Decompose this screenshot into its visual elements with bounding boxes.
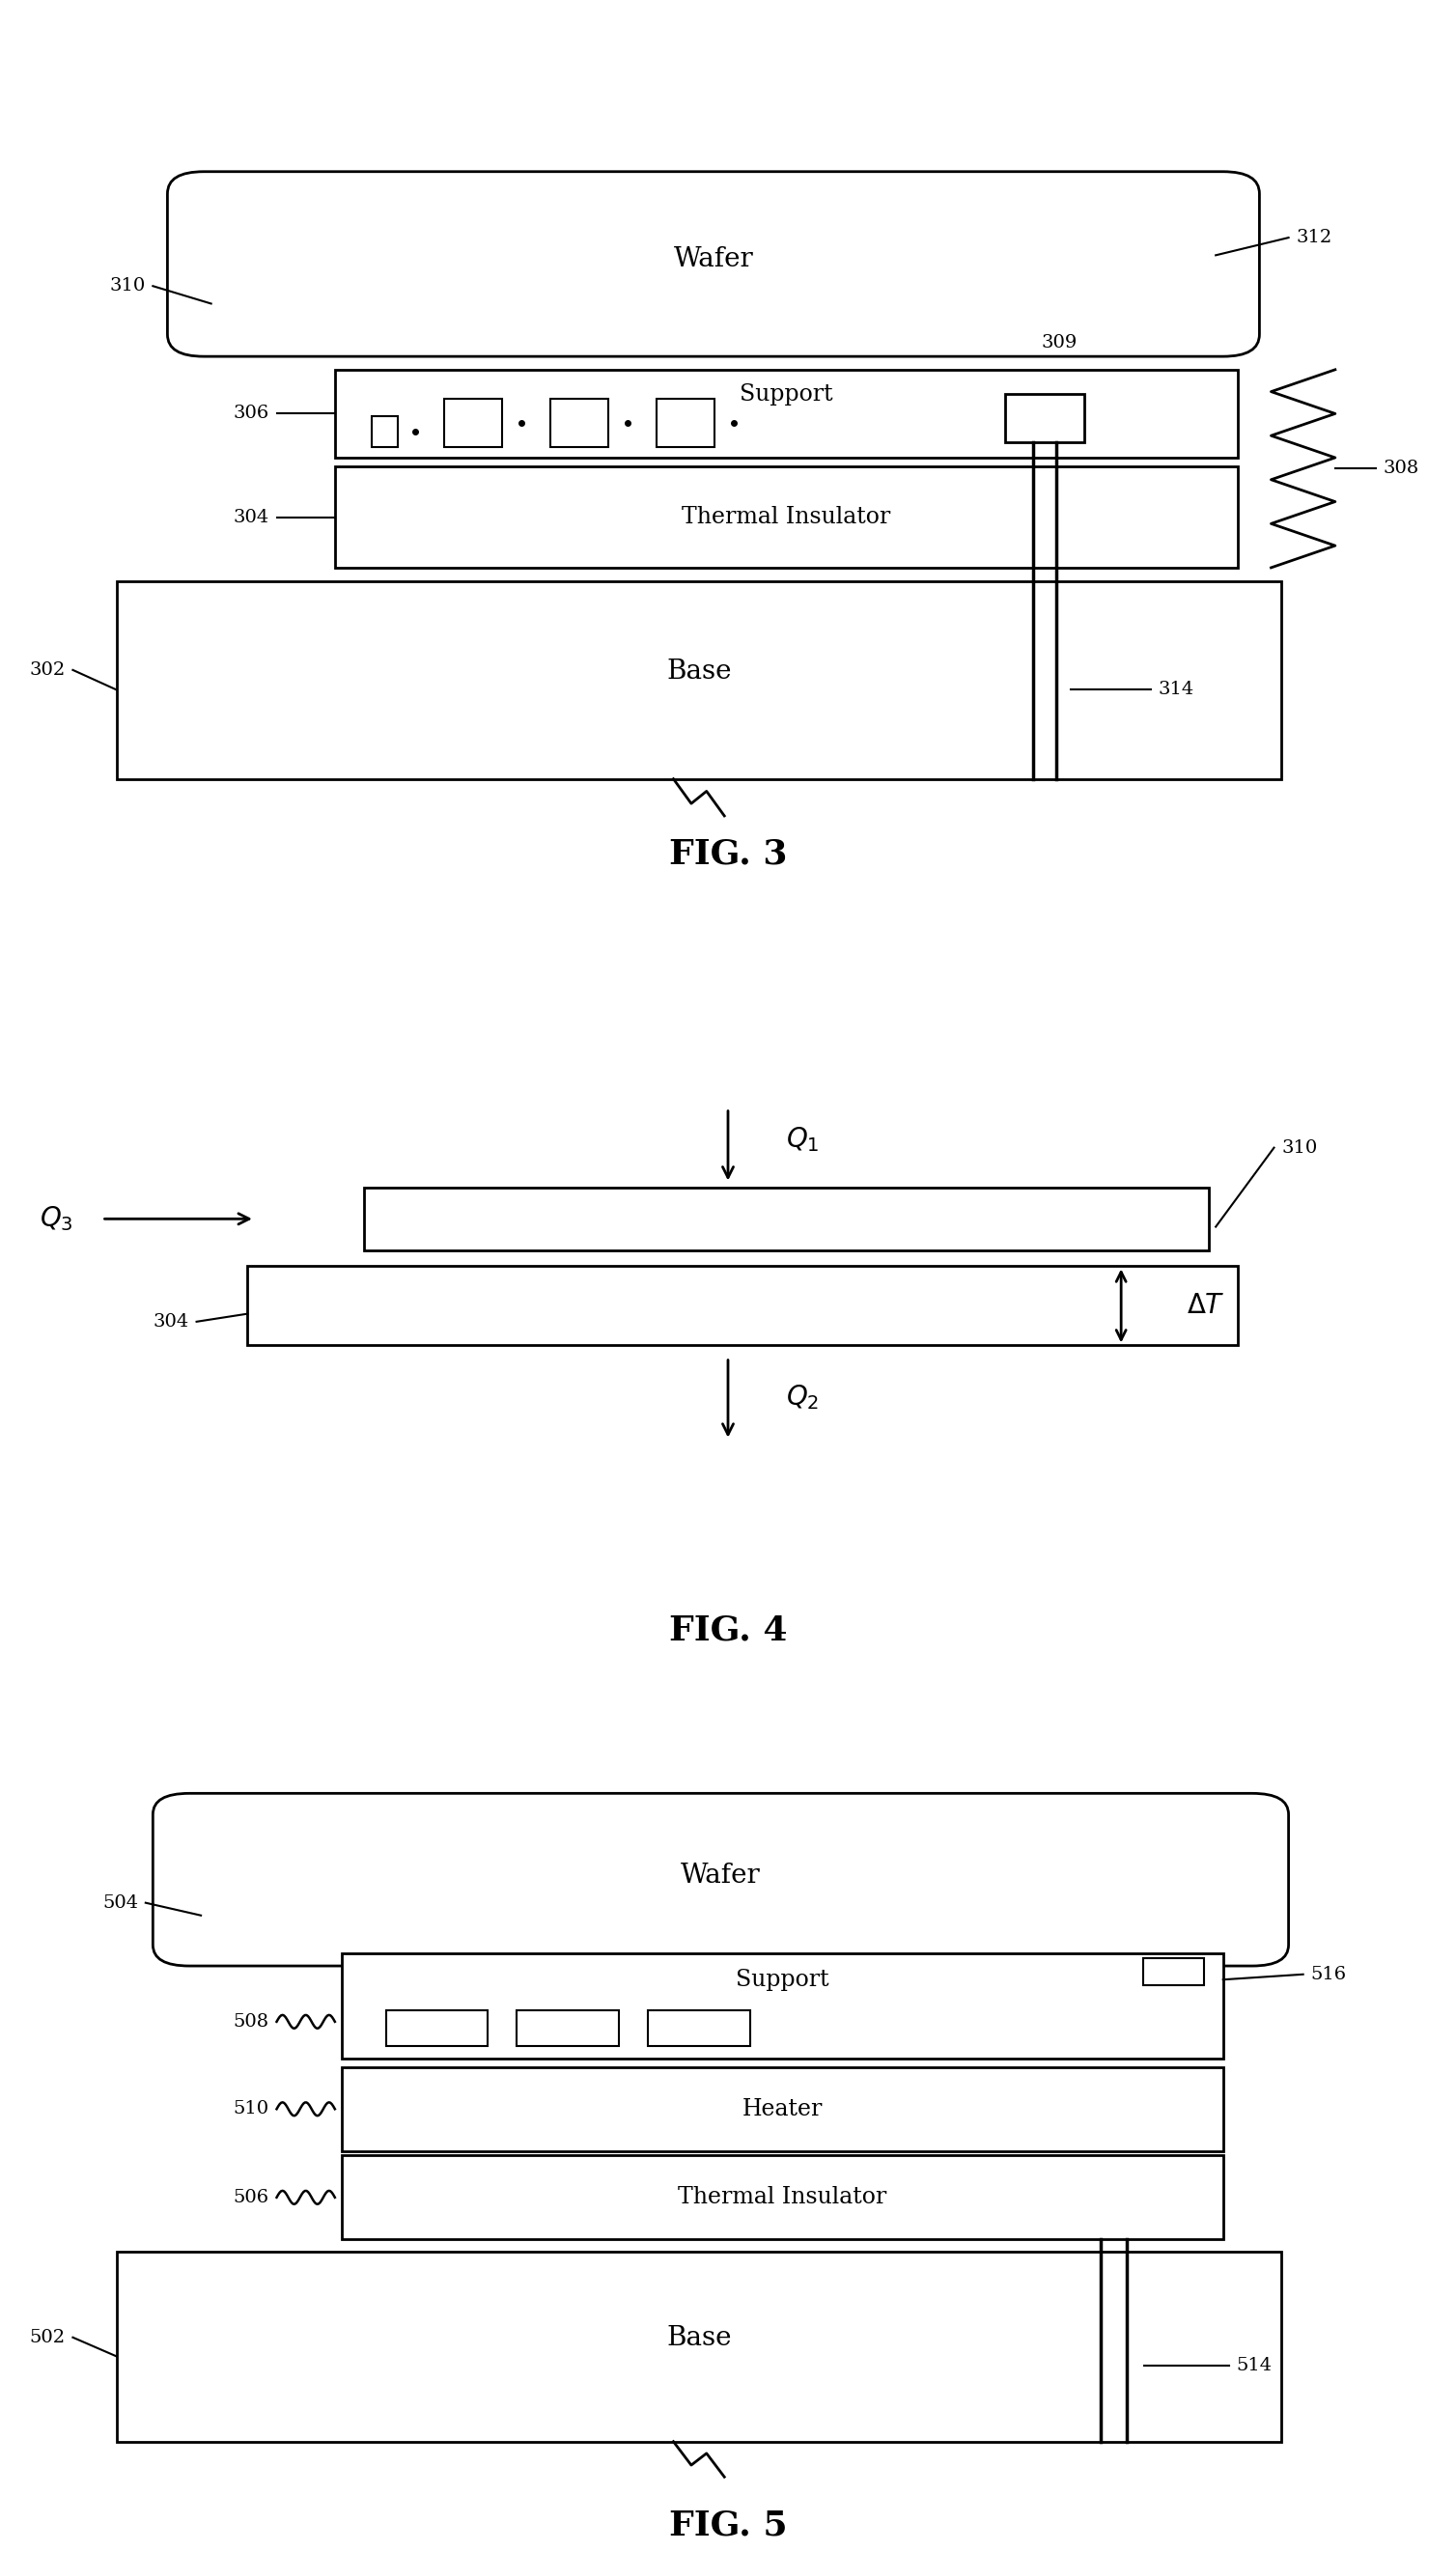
Text: 516: 516 (1310, 1967, 1347, 1982)
Text: 306: 306 (233, 406, 269, 423)
Bar (342, 2156, 1223, 2240)
FancyBboxPatch shape (153, 1793, 1289, 1967)
Bar (335, 370, 1238, 457)
Bar (657, 398, 715, 446)
Bar (364, 1186, 1208, 1250)
Bar (116, 2253, 1281, 2441)
Text: $Q_2$: $Q_2$ (786, 1383, 820, 1411)
Text: Heater: Heater (743, 2097, 823, 2120)
Text: 504: 504 (102, 1893, 138, 1911)
Text: Base: Base (667, 2327, 731, 2352)
Text: Base: Base (667, 658, 731, 684)
Bar (342, 1954, 1223, 2059)
Text: Support: Support (735, 1969, 830, 1990)
Text: 514: 514 (1236, 2357, 1273, 2375)
Text: 304: 304 (153, 1314, 189, 1332)
Text: 510: 510 (233, 2099, 269, 2117)
Text: FIG. 3: FIG. 3 (668, 837, 788, 870)
Bar (550, 398, 609, 446)
Text: Thermal Insulator: Thermal Insulator (681, 505, 891, 528)
Bar (1143, 1959, 1204, 1985)
Text: 314: 314 (1159, 681, 1194, 699)
Text: Wafer: Wafer (674, 247, 753, 273)
Text: 304: 304 (233, 508, 269, 526)
Text: 508: 508 (233, 2013, 269, 2031)
Text: FIG. 5: FIG. 5 (668, 2510, 788, 2543)
Text: 309: 309 (1041, 334, 1077, 352)
Bar (386, 2010, 488, 2046)
Text: $Q_3$: $Q_3$ (39, 1204, 73, 1232)
Text: Thermal Insulator: Thermal Insulator (678, 2186, 887, 2209)
Text: Wafer: Wafer (681, 1862, 760, 1888)
Text: 502: 502 (29, 2329, 66, 2347)
Bar (335, 467, 1238, 569)
Text: $Q_1$: $Q_1$ (786, 1125, 820, 1153)
Bar (648, 2010, 750, 2046)
Text: 302: 302 (29, 661, 66, 679)
Text: Support: Support (740, 383, 833, 406)
Bar (444, 398, 502, 446)
Bar (371, 416, 397, 446)
Bar (248, 1265, 1238, 1344)
Text: 310: 310 (109, 278, 146, 296)
Bar (116, 582, 1281, 778)
Text: 310: 310 (1281, 1138, 1318, 1156)
Text: FIG. 4: FIG. 4 (668, 1615, 788, 1645)
Text: $\Delta T$: $\Delta T$ (1187, 1293, 1224, 1319)
Bar (342, 2066, 1223, 2150)
Text: 308: 308 (1383, 459, 1420, 477)
Text: 312: 312 (1296, 230, 1332, 247)
Bar (1005, 395, 1085, 444)
Text: 506: 506 (233, 2189, 269, 2207)
Bar (517, 2010, 619, 2046)
FancyBboxPatch shape (167, 171, 1259, 357)
